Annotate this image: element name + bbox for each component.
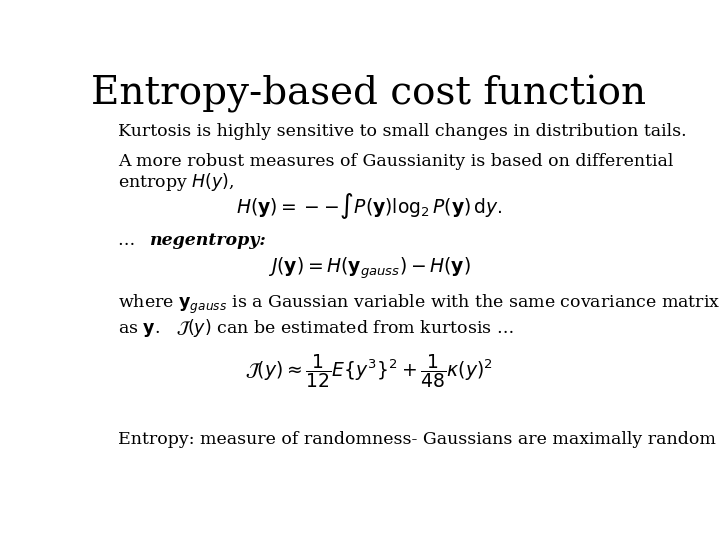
Text: entropy $H(y)$,: entropy $H(y)$, <box>118 171 234 193</box>
Text: $J(\mathbf{y}) = H(\mathbf{y}_{gauss}) - H(\mathbf{y})$: $J(\mathbf{y}) = H(\mathbf{y}_{gauss}) -… <box>268 256 470 281</box>
Text: …: … <box>118 232 146 249</box>
Text: Entropy-based cost function: Entropy-based cost function <box>91 75 647 113</box>
Text: $\mathcal{J}(y) \approx \dfrac{1}{12}E\{y^3\}^2 + \dfrac{1}{48}\kappa(y)^2$: $\mathcal{J}(y) \approx \dfrac{1}{12}E\{… <box>245 352 493 390</box>
Text: as $\mathbf{y}$.   $\mathcal{J}(y)$ can be estimated from kurtosis …: as $\mathbf{y}$. $\mathcal{J}(y)$ can be… <box>118 316 514 339</box>
Text: Kurtosis is highly sensitive to small changes in distribution tails.: Kurtosis is highly sensitive to small ch… <box>118 123 687 140</box>
Text: negentropy:: negentropy: <box>148 232 266 249</box>
Text: A more robust measures of Gaussianity is based on differential: A more robust measures of Gaussianity is… <box>118 153 673 170</box>
Text: where $\mathbf{y}_{gauss}$ is a Gaussian variable with the same covariance matri: where $\mathbf{y}_{gauss}$ is a Gaussian… <box>118 293 720 316</box>
Text: Entropy: measure of randomness- Gaussians are maximally random: Entropy: measure of randomness- Gaussian… <box>118 431 716 448</box>
Text: $H(\mathbf{y}) = -\!-\!\int P(\mathbf{y})\log_2 P(\mathbf{y})\,\mathrm{d}y.$: $H(\mathbf{y}) = -\!-\!\int P(\mathbf{y}… <box>235 191 503 221</box>
